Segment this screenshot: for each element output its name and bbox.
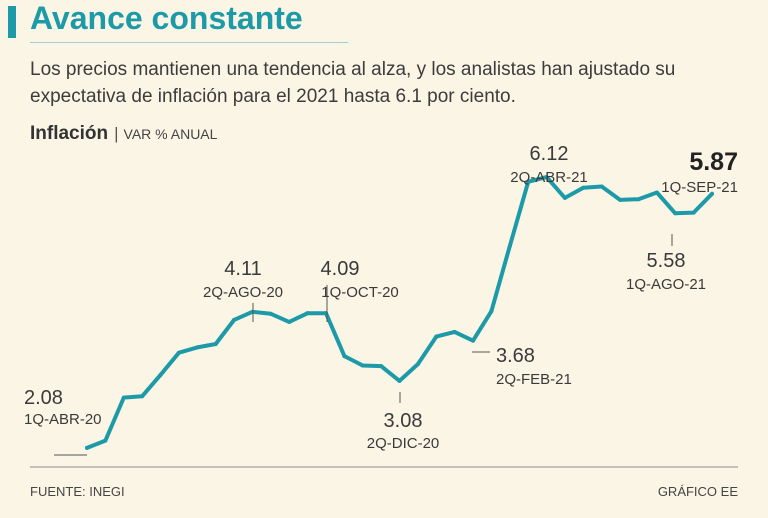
annotation-2q-abr-21: 6.12 2Q-ABR-21 (510, 143, 588, 186)
page-subtitle: Los precios mantienen una tendencia al a… (30, 59, 676, 107)
data-point (250, 309, 255, 314)
data-point (415, 362, 420, 367)
chart-ylabel: Inflación (30, 123, 109, 144)
annotation-value: 3.68 (496, 345, 535, 367)
page-title: Avance constante (30, 0, 303, 36)
data-point (507, 244, 512, 249)
annotation-date: 2Q-FEB-21 (496, 371, 572, 388)
data-point (176, 350, 181, 355)
data-point (452, 329, 457, 334)
data-point (158, 372, 163, 377)
annotation-1q-abr-20: 2.08 1Q-ABR-20 (24, 387, 102, 456)
title-accent-bar (8, 6, 16, 38)
data-point (85, 445, 89, 450)
data-point (544, 175, 549, 180)
data-point (360, 363, 365, 368)
data-point (268, 311, 273, 316)
data-point (434, 334, 439, 339)
data-point (618, 197, 623, 202)
annotation-date: 2Q-AGO-20 (203, 284, 283, 301)
annotation-2q-ago-20: 4.11 2Q-AGO-20 (203, 258, 283, 322)
data-point (471, 338, 476, 343)
data-point (121, 395, 126, 400)
annotation-date: 1Q-SEP-21 (661, 179, 738, 196)
annotation-layer: 2.08 1Q-ABR-20 4.11 2Q-AGO-20 4.09 1Q-OCT-20 3… (24, 143, 738, 456)
annotation-value: 5.87 (689, 148, 738, 176)
chart-heading: Inflación | VAR % ANUAL (30, 123, 217, 145)
annotation-date: 2Q-DIC-20 (367, 435, 440, 452)
chart-unit: VAR % ANUAL (123, 126, 218, 142)
data-point (636, 197, 641, 202)
data-point (379, 364, 384, 369)
data-point (140, 394, 145, 399)
data-point (195, 345, 200, 350)
data-point (305, 311, 310, 316)
annotation-date: 1Q-ABR-20 (24, 411, 102, 428)
data-point (710, 191, 714, 196)
data-point (397, 378, 402, 383)
annotation-value: 2.08 (24, 387, 63, 409)
data-point (232, 317, 237, 322)
title-rule (30, 42, 348, 43)
credit-note: GRÁFICO EE (657, 484, 738, 499)
annotation-2q-feb-21: 3.68 2Q-FEB-21 (472, 345, 572, 388)
series-layer (85, 175, 714, 450)
annotation-2q-dic-20: 3.08 2Q-DIC-20 (367, 392, 440, 452)
data-point (691, 210, 696, 215)
annotation-value: 4.11 (224, 258, 261, 280)
annotation-1q-sep-21: 5.87 1Q-SEP-21 (661, 148, 738, 196)
data-point (526, 179, 531, 184)
annotation-value: 4.09 (321, 258, 360, 280)
annotation-value: 5.58 (647, 250, 686, 272)
annotation-1q-oct-20: 4.09 1Q-OCT-20 (321, 258, 399, 322)
data-point (673, 211, 678, 216)
data-point (489, 309, 494, 314)
annotation-value: 6.12 (530, 143, 569, 165)
chart-heading-separator: | (114, 124, 119, 143)
annotation-1q-ago-21: 5.58 1Q-AGO-21 (626, 234, 706, 293)
annotation-date: 1Q-OCT-20 (321, 284, 399, 301)
data-point (581, 185, 586, 190)
source-note: FUENTE: INEGI (30, 484, 125, 499)
annotation-date: 2Q-ABR-21 (510, 169, 588, 186)
data-point (562, 195, 567, 200)
data-point (103, 438, 108, 443)
data-point (654, 190, 659, 195)
annotation-date: 1Q-AGO-21 (626, 276, 706, 293)
data-point (213, 342, 218, 347)
annotation-value: 3.08 (384, 410, 423, 432)
series-line-inflacion (85, 175, 714, 450)
data-point (342, 354, 347, 359)
data-point (287, 319, 292, 324)
data-point (599, 184, 604, 189)
